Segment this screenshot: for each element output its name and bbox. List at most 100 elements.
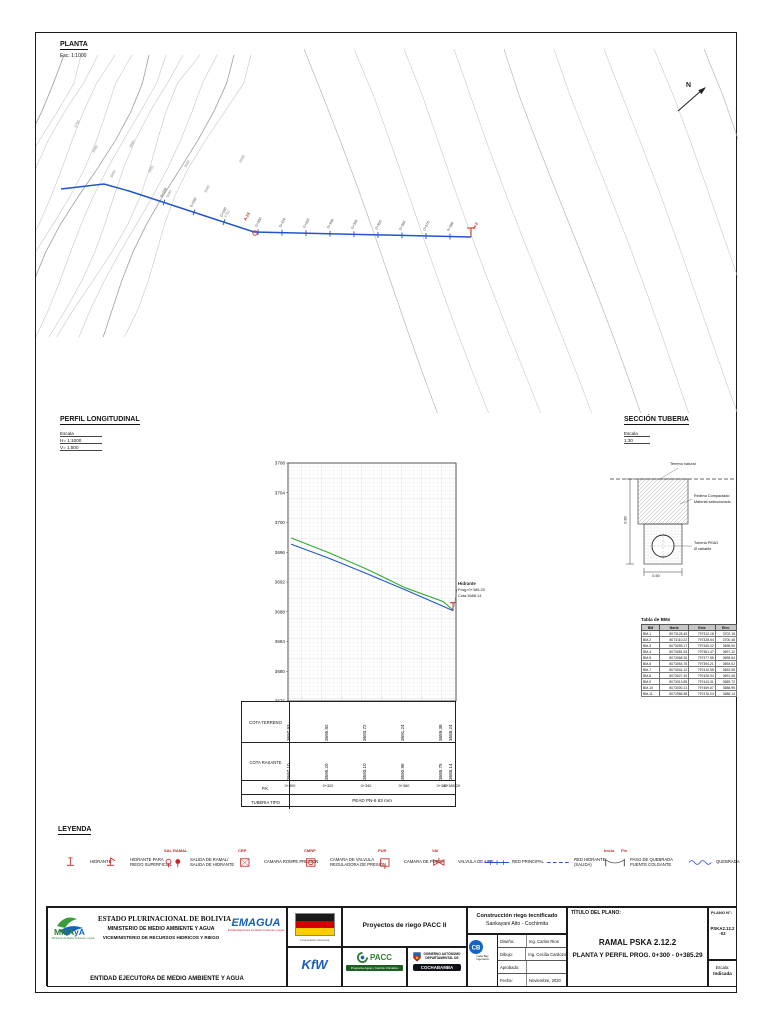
contour-line	[36, 54, 133, 252]
bm-table: Tabla de BMs BM Norte Este Elev. BM-1 8073128…	[640, 617, 738, 697]
profile-series	[290, 537, 454, 612]
table-value: 3688.24	[447, 724, 453, 741]
y-tick-label: 3692	[275, 580, 286, 585]
pacc-icon	[356, 952, 368, 963]
contour-label: 3686	[203, 185, 210, 194]
legend-tag: CRP	[238, 848, 247, 853]
legend-tag: Inicio Fin	[604, 848, 628, 853]
contour-label: 3690	[165, 190, 172, 199]
station-values: 0+300 0+320 0+340 0+360 0+380 0+385.29	[285, 781, 460, 795]
profile-row-label: COTA TERRENO	[242, 702, 290, 742]
bm-grid: BM Norte Este Elev. BM-1 8073128.45 797312.18 3…	[640, 624, 738, 697]
legend-item: VAI VALVULA DE AIRE	[430, 848, 494, 870]
cochabamba-badge: COCHABAMBA	[413, 964, 461, 971]
table-value: 3695.20	[323, 763, 329, 780]
section-dim-width: 0.50	[652, 574, 660, 578]
ministry-cell: MMAyA Ministerio de Medio Ambiente y Agu…	[47, 907, 287, 987]
sheet-number-value: PSKA2.12.2-02	[710, 926, 735, 936]
entidad-line: ENTIDAD EJECUTORA DE MEDIO AMBIENTE Y AG…	[90, 976, 244, 982]
ministerio-line: MINISTERIO DE MEDIO AMBIENTE Y AGUA	[107, 926, 215, 932]
y-tick-label: 3708	[275, 461, 286, 466]
node-marker	[252, 230, 258, 236]
contour-line	[36, 54, 150, 277]
station-label: 0+380	[446, 221, 454, 232]
cooperation-label: Cooperación Alemana	[299, 938, 330, 942]
station-value: 0+300	[284, 784, 296, 788]
survey-line	[503, 48, 641, 413]
consultant-logo: CB Casa Bay Ingeniería	[468, 935, 498, 986]
annotation-line: Prog=0+385.29	[458, 587, 485, 592]
station-tick	[162, 199, 166, 206]
drawing-title-1: RAMAL PSKA 2.12.2	[598, 938, 677, 947]
north-label: N	[686, 82, 691, 89]
node-label: H-2	[471, 221, 479, 230]
y-tick-label: 3704	[275, 490, 286, 495]
bridge-icon	[605, 858, 625, 867]
north-arrow-icon: N	[677, 82, 706, 112]
sheet-number-cell: PLANO N°: PSKA2.12.2-02	[708, 907, 737, 960]
estado-line: ESTADO PLURINACIONAL DE BOLIVIA	[98, 915, 232, 923]
y-axis-ticks: 367636803684368836923696370037043708	[275, 461, 288, 704]
profile-row-label: TUBERIA TIPO	[242, 795, 290, 809]
legend-item: PUR CAMARA DE PURGA	[376, 848, 445, 870]
section-scale-box: Escala 1:30	[624, 430, 650, 444]
legend-label: CAMARA ROMPE PRESION	[264, 859, 319, 865]
legend-item: Inicio Fin PASO DE QUEBRADA PUENTE COLGANT…	[602, 848, 673, 870]
svg-text:MMAyA: MMAyA	[54, 927, 85, 937]
emagua-name: EMAGUA	[231, 917, 281, 929]
table-value: 3688.75	[437, 763, 443, 780]
hydrant-end-marker	[450, 602, 457, 611]
scale-label: Escala	[60, 430, 102, 437]
survey-line	[553, 48, 689, 413]
survey-line	[303, 48, 438, 413]
y-tick-label: 3688	[275, 609, 286, 614]
terrain-values: 3697.93 3695.92 3693.72 3691.24 3689.38 3688.…	[285, 702, 455, 742]
legend-label: VALVULA DE AIRE	[458, 859, 494, 865]
survey-line	[653, 48, 738, 279]
drawing-title-label: TÍTULO DEL PLANO:	[571, 910, 621, 916]
table-value: 3688.14	[447, 763, 453, 780]
contour-line	[36, 54, 167, 338]
station-label: 0+300	[254, 217, 262, 228]
contour-line	[36, 54, 65, 125]
planta-title: PLANTA	[60, 41, 88, 50]
profile-row-label: P.K.	[242, 781, 290, 795]
pipeline-stations: 0+240 0+260 0+280 0+300 0+310 0+320 0+330 0+340…	[159, 187, 479, 240]
field-value: Ing. Cecilia Cardozo	[528, 951, 566, 957]
purga-icon	[380, 858, 390, 869]
sheet-frame: 3700 3698 3696 3694 3692 3690 3688 3686 3702 3698…	[35, 32, 740, 993]
survey-line	[403, 48, 541, 413]
table-value: 3691.24	[399, 724, 405, 741]
german-flag-cell: Cooperación Alemana	[287, 907, 342, 947]
station-value: 0+360	[398, 784, 410, 788]
viceministerio-line: VICEMINISTERIO DE RECURSOS HIDRICOS Y RI…	[102, 934, 220, 940]
drawing-title-cell: TÍTULO DEL PLANO: RAMAL PSKA 2.12.2 PLAN…	[567, 907, 708, 987]
gobierno-cell: GOBIERNO AUTÓNOMO DEPARTAMENTAL DE COCHA…	[407, 947, 467, 987]
section-label-terrain: Terreno natural	[670, 462, 696, 466]
chart-plot-area	[287, 462, 457, 702]
legend-tag: VAI	[432, 848, 439, 853]
construction-line1: Construcción riego tecnificado	[476, 913, 558, 919]
legend-label: SALIDA DE RAMAL/SALIDA DE HIDRANTE	[190, 856, 235, 867]
construction-cell: Construcción riego tecnificado Sankayani…	[467, 907, 567, 934]
contour-line	[36, 54, 82, 147]
table-value: 3697.93	[285, 724, 291, 741]
crest-icon	[413, 952, 422, 962]
consultant-line1: Casa Bay	[476, 954, 489, 958]
salida-icon	[165, 858, 181, 868]
legend-label: CAMARA DE VALVULA REGULADORA DE PRESION	[330, 856, 387, 867]
contour-label: 3696	[109, 170, 116, 179]
table-value: 3695.92	[323, 724, 329, 741]
bm-row: BM-11 8072986.58 797476.04 3688.14	[640, 690, 738, 697]
legend-label: QUEBRADA	[716, 859, 740, 865]
title-block: MMAyA Ministerio de Medio Ambiente y Agu…	[46, 906, 737, 987]
contour-lines: 3700 3698 3696 3694 3692 3690 3688 3686 3702 3698	[36, 48, 738, 413]
section-label-pipe-1: Tuberia PEAD	[694, 541, 719, 545]
legend-item: QUEBRADA	[688, 855, 740, 870]
contour-label: 3692	[147, 165, 154, 174]
profile-chart: 367636803684368836923696370037043708 Hid…	[275, 461, 485, 704]
legend-item: HIDRANTE	[62, 855, 111, 870]
bm-row: BM-1 8073128.45 797312.18 3702.15	[640, 630, 738, 637]
